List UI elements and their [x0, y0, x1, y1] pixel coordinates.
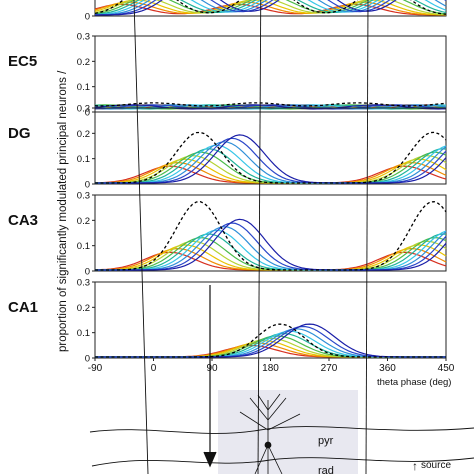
reference-line: [95, 131, 447, 184]
x-axis-label: theta phase (deg): [377, 377, 451, 388]
panel-dg: 0 0.1 0.2 0.3 DG: [8, 104, 447, 191]
reference-line: [94, 102, 447, 107]
panel-label: CA3: [8, 212, 38, 229]
source-arrow-icon: ↑: [412, 459, 418, 473]
series-line: [95, 233, 447, 271]
series-line: [95, 218, 447, 271]
x-tick-label: 180: [262, 363, 279, 374]
reference-line: [95, 323, 446, 358]
series-line: [95, 236, 447, 271]
y-tick-label: 0: [85, 108, 90, 119]
guide-line: [133, 0, 149, 474]
histology-inset: pyr rad ↑ source: [89, 285, 474, 474]
neuron-drawing: [239, 393, 301, 474]
y-tick-label: 0: [85, 267, 90, 278]
y-tick-label: 0.3: [77, 32, 90, 43]
y-tick-label: 0: [85, 12, 90, 23]
layer-pyr-label: pyr: [318, 435, 334, 447]
y-tick-label: 0.1: [77, 82, 90, 93]
panel-label: CA1: [8, 299, 38, 316]
y-tick-label: 0.1: [77, 328, 90, 339]
layer-boundary-upper: [89, 426, 474, 434]
reference-line: [95, 201, 447, 271]
panel-frame: [94, 0, 447, 17]
guide-line: [257, 0, 262, 474]
panel-frame: [94, 194, 447, 272]
y-tick-label: 0.3: [77, 278, 90, 289]
y-axis-label: proportion of significantly modulated pr…: [57, 70, 69, 352]
series-line: [95, 148, 447, 184]
x-tick-label: 270: [321, 363, 338, 374]
x-tick-label: -90: [88, 363, 103, 374]
x-tick-label: 360: [379, 363, 396, 374]
series-line: [94, 0, 446, 16]
y-tick-label: 0.2: [77, 303, 90, 314]
y-tick-label: 0.1: [77, 241, 90, 252]
x-tick-label: 450: [438, 363, 455, 374]
guide-lines: [133, 0, 369, 474]
y-tick-label: 0: [85, 180, 90, 191]
source-label: source: [421, 460, 451, 471]
x-tick-label: 90: [206, 363, 218, 374]
y-tick-label: 0.3: [77, 191, 90, 202]
chart-panels: 000.10.20.3EC500.10.20.3DG00.10.20.3CA30…: [8, 0, 447, 365]
layer-rad-label: rad: [318, 465, 334, 474]
y-tick-label: 0.2: [77, 129, 90, 140]
x-tick-labels: -90 0 90 180 270 360 450: [88, 358, 455, 374]
series-line: [95, 144, 447, 184]
panel-ec5: 0 0.1 0.2 0.3 EC5: [8, 32, 447, 119]
guide-line: [365, 0, 369, 474]
series-line: [95, 229, 447, 271]
series-line: [95, 141, 447, 184]
y-tick-label: 0.1: [77, 154, 90, 165]
series-line: [95, 0, 447, 16]
panel-ca1: 0 0.1 0.2 0.3 CA1: [8, 278, 447, 365]
y-tick-label: 0.3: [77, 104, 90, 115]
panel-label: DG: [8, 125, 31, 142]
panel-ca3: 0 0.1 0.2 0.3 CA3: [8, 191, 447, 278]
arrow-down-icon: [203, 285, 217, 468]
histology-image: [218, 390, 358, 474]
series-line: [95, 226, 447, 271]
y-tick-label: 0.2: [77, 216, 90, 227]
panel-frame: [94, 35, 447, 113]
series-line: [95, 342, 446, 358]
layer-boundary-lower: [91, 457, 474, 467]
series-line: [95, 0, 397, 16]
panel-label: EC5: [8, 53, 37, 70]
series-line: [94, 1, 446, 16]
series-line: [95, 134, 447, 184]
panel-top: 0: [85, 0, 447, 23]
series-line: [94, 3, 446, 16]
y-tick-label: 0: [85, 354, 90, 365]
x-tick-label: 0: [151, 363, 157, 374]
y-tick-label: 0.2: [77, 57, 90, 68]
